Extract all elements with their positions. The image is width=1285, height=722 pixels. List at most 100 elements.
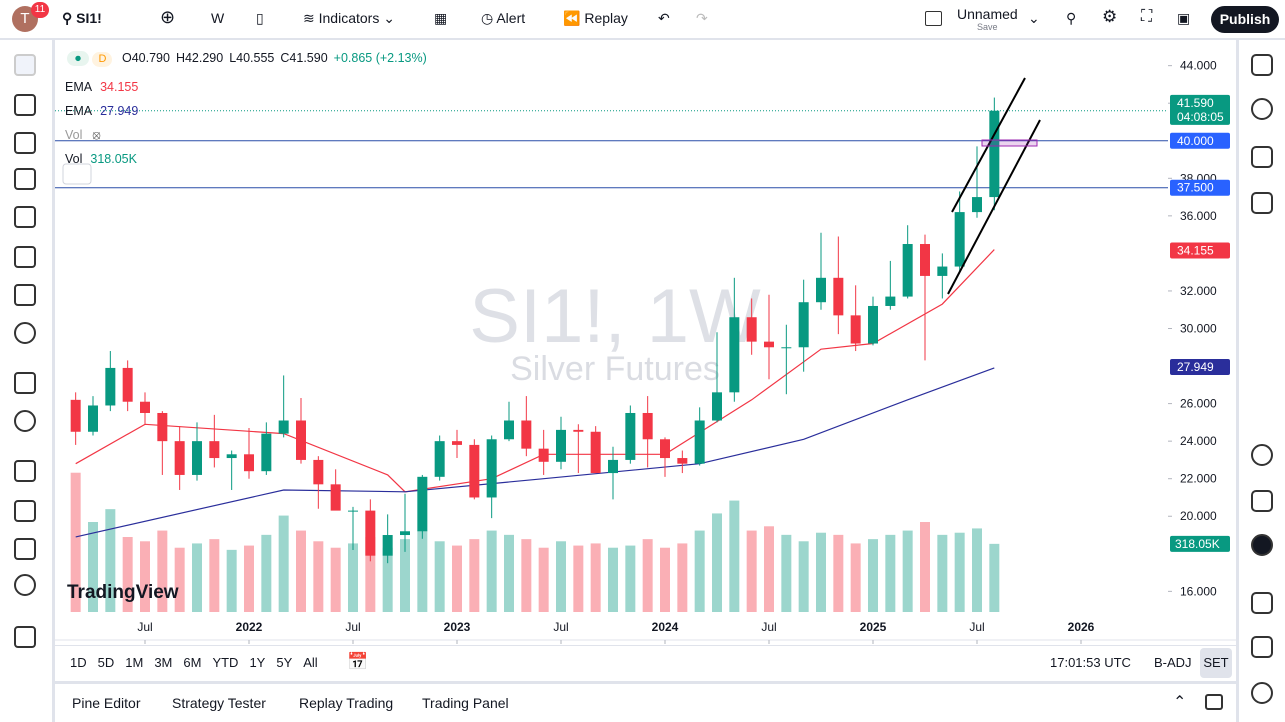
- range-button[interactable]: 5D: [97, 655, 115, 670]
- layout-icon[interactable]: [925, 11, 942, 26]
- volume-bar: [972, 528, 982, 612]
- candle-body: [278, 420, 289, 434]
- indicators-button[interactable]: ≋ Indicators ⌄: [303, 10, 395, 26]
- pattern-tool[interactable]: [14, 168, 36, 190]
- cursor-tool[interactable]: [14, 54, 36, 76]
- trendline-tool[interactable]: [14, 94, 36, 116]
- candle-body: [70, 399, 81, 432]
- y-tick-label: 26.000: [1180, 397, 1217, 411]
- legend-name: Vol: [65, 152, 83, 166]
- volume-bar: [452, 545, 462, 612]
- volume-badge-label: 318.05K: [1175, 537, 1220, 551]
- interval[interactable]: W: [211, 10, 225, 26]
- panel-tab[interactable]: Trading Panel: [422, 695, 509, 711]
- channel-upper[interactable]: [951, 77, 1026, 213]
- apps[interactable]: [1251, 534, 1273, 556]
- rectangle-drawing[interactable]: [981, 139, 1038, 147]
- range-button[interactable]: 1M: [125, 655, 144, 670]
- collapse-panel[interactable]: ⌃: [1173, 694, 1187, 711]
- panel-tab[interactable]: Replay Trading: [299, 695, 394, 711]
- text-tool[interactable]: [14, 284, 36, 306]
- candle-body: [469, 444, 480, 498]
- logo: TradingView: [67, 582, 179, 603]
- magnet-tool[interactable]: [14, 460, 36, 482]
- alert-button[interactable]: ◷ Alert: [481, 10, 526, 26]
- right-toolbar: [1239, 40, 1285, 722]
- brush-tool[interactable]: [14, 246, 36, 268]
- snapshot[interactable]: ▣: [1177, 10, 1191, 26]
- symbol-search[interactable]: ⚲ SI1!: [62, 10, 102, 26]
- notifications[interactable]: [1251, 636, 1273, 658]
- fib-tool[interactable]: [14, 132, 36, 154]
- hide-tool[interactable]: [14, 574, 36, 596]
- zoom-tool[interactable]: [14, 410, 36, 432]
- chats[interactable]: [1251, 192, 1273, 214]
- panel-tab[interactable]: Strategy Tester: [172, 695, 266, 711]
- replay-button[interactable]: ⏪ Replay: [563, 10, 628, 26]
- volume-bar: [261, 534, 272, 612]
- volume-bar: [833, 534, 844, 612]
- range-button[interactable]: YTD: [212, 655, 239, 670]
- chart-style[interactable]: ▯: [256, 10, 264, 26]
- add-symbol[interactable]: ⊕: [160, 7, 176, 27]
- undo[interactable]: ↶: [658, 10, 670, 26]
- delete-tool[interactable]: [14, 626, 36, 648]
- price-badge: [1170, 94, 1230, 125]
- adjustment[interactable]: B-ADJ: [1154, 655, 1192, 670]
- legend-name: Vol: [65, 128, 83, 142]
- volume-bar: [486, 530, 497, 612]
- candle-body: [261, 433, 272, 472]
- object-tree[interactable]: [1251, 146, 1273, 168]
- legend-value: 318.05K: [90, 152, 137, 166]
- bottom-bar: 1D 5D 1M 3M 6M YTD 1Y 5Y All 📅 17:01:53 UTC B-AD…: [55, 645, 1236, 681]
- watchlist[interactable]: [1251, 54, 1273, 76]
- range-button[interactable]: All: [303, 655, 318, 670]
- quick-search[interactable]: ⚲: [1066, 10, 1077, 26]
- x-tick-label: 2023: [444, 620, 471, 634]
- price-badge: [1170, 132, 1230, 149]
- redo[interactable]: ↷: [696, 10, 708, 26]
- legend-name: EMA: [65, 104, 93, 118]
- goto-date[interactable]: 📅: [347, 652, 369, 671]
- save[interactable]: Save: [977, 22, 998, 32]
- candle-body: [590, 431, 601, 474]
- collapse-legend[interactable]: [62, 163, 92, 185]
- panel-tab[interactable]: Pine Editor: [72, 695, 141, 711]
- calendar[interactable]: [1251, 490, 1273, 512]
- candle-body: [920, 244, 930, 276]
- hotlists[interactable]: [1251, 444, 1273, 466]
- alert: Alert: [496, 10, 526, 26]
- session[interactable]: SET: [1200, 648, 1232, 678]
- range-button[interactable]: 5Y: [276, 655, 293, 670]
- ideas[interactable]: [1251, 592, 1273, 614]
- candle-body: [850, 315, 861, 344]
- maximize-panel[interactable]: [1205, 694, 1223, 710]
- chart: SI1!, 1W Silver Futures TradingView 44.0…: [55, 40, 1236, 644]
- layout-name[interactable]: Unnamed: [957, 6, 1018, 22]
- ohlc-value: L40.555: [229, 51, 275, 65]
- candle-body: [244, 454, 254, 472]
- help[interactable]: [1251, 682, 1273, 704]
- candle-body: [989, 110, 1000, 198]
- forecast-tool[interactable]: [14, 206, 36, 228]
- candle-body: [226, 454, 237, 459]
- volume-bar: [434, 541, 445, 612]
- lock-tool[interactable]: [14, 538, 36, 560]
- range-button[interactable]: 3M: [154, 655, 173, 670]
- publish-button[interactable]: Publish: [1211, 6, 1279, 33]
- alerts-panel[interactable]: [1251, 98, 1273, 120]
- range-button[interactable]: 1D: [70, 655, 87, 670]
- layout-menu[interactable]: ⌄: [1028, 10, 1040, 26]
- range-button[interactable]: 1Y: [249, 655, 266, 670]
- fullscreen[interactable]: ⛶: [1141, 8, 1153, 25]
- lock-drawings[interactable]: [14, 500, 36, 522]
- volume-bar: [556, 541, 566, 612]
- volume-bar: [521, 539, 532, 612]
- templates[interactable]: ▦: [434, 10, 448, 26]
- channel-lower[interactable]: [947, 119, 1041, 295]
- emoji-tool[interactable]: [14, 322, 36, 344]
- measure-tool[interactable]: [14, 372, 36, 394]
- range-button[interactable]: 6M: [183, 655, 202, 670]
- settings[interactable]: ⚙: [1102, 7, 1118, 26]
